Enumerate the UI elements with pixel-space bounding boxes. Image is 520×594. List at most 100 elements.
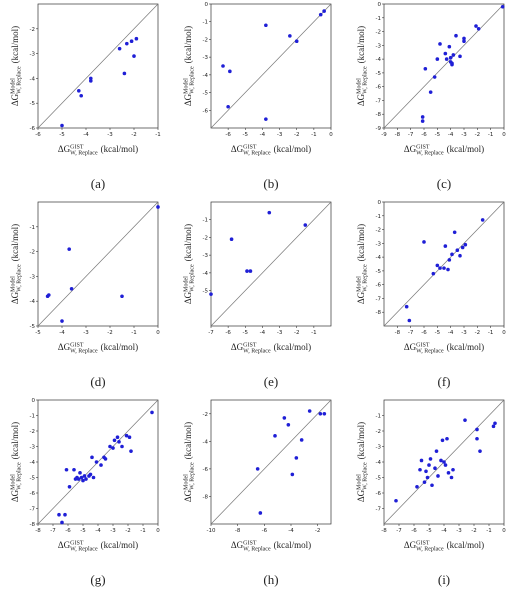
y-tick-label: -2 [203,235,208,241]
y-tick-label: 0 [205,2,209,8]
y-tick-label: -4 [30,460,36,466]
plot-frame [210,201,332,327]
label-sub: W, Replace [70,547,98,553]
point [318,12,323,17]
point [134,36,139,41]
point [500,4,505,9]
point [458,253,462,258]
x-tick-label: -4 [83,132,89,138]
point [248,269,253,273]
label-sup: GIST [416,541,430,547]
point [273,434,277,438]
point [444,57,449,61]
x-tick-label: -1 [311,132,316,138]
x-tick-label: -3 [456,528,462,534]
point [432,75,437,79]
point [307,409,312,413]
label-sup: Model [357,474,363,490]
point [57,512,61,517]
label-symbol: ΔG [404,342,417,352]
x-tick-label: -6 [411,528,417,534]
label-symbol: ΔG [58,144,71,154]
point [462,39,466,43]
label-symbol: ΔG [404,144,417,154]
point [435,57,440,61]
x-tick-label: -3 [83,330,89,336]
y-tick-label: -2 [203,37,208,43]
axis-label: ΔGGIST W, Replace (kcal/mol) [231,342,311,355]
x-tick-label: 0 [329,132,333,138]
point [63,512,67,517]
y-tick-label: -5 [203,289,209,295]
point [422,240,426,244]
point [258,511,263,515]
point [450,61,454,66]
point [264,117,268,121]
point [112,438,117,443]
point [443,51,448,56]
point [72,467,76,472]
identity-line [37,201,159,327]
point [132,54,136,58]
point [438,266,442,270]
point [129,449,133,453]
point [431,271,436,276]
label-sub: W, Replace [190,462,196,490]
label-unit: (kcal/mol) [447,342,485,352]
label-unit: (kcal/mol) [183,422,193,460]
x-tick-label: -5 [426,528,432,534]
point [458,54,462,59]
point [120,294,124,299]
label-sub: W, Replace [416,151,444,157]
label-sup: Model [11,78,17,94]
x-tick-label: -8 [395,330,401,336]
point [91,475,96,480]
x-tick-label: -5 [80,528,86,534]
identity-line [37,3,159,129]
y-tick-label: 0 [378,2,382,8]
x-tick-label: -2 [294,132,299,138]
x-tick-label: -2 [315,528,320,534]
point [122,71,127,76]
x-tick-label: -6 [225,330,231,336]
label-sub: W, Replace [416,349,444,355]
point [245,269,249,273]
point [120,444,124,449]
point [448,55,453,60]
label-symbol: ΔG [58,342,71,352]
point [419,458,424,463]
point [290,472,295,477]
x-tick-label: -6 [262,528,268,534]
y-tick-label: -4 [376,255,382,261]
label-unit: (kcal/mol) [274,144,312,154]
point [94,460,99,464]
label-unit: (kcal/mol) [274,540,312,550]
y-tick-label: -4 [203,439,209,445]
label-sub: W, Replace [190,264,196,292]
point [475,436,479,441]
point [428,90,433,94]
x-tick-label: -2 [125,528,130,534]
point [115,435,120,440]
axis-label: ΔGModelW, Replace (kcal/mol) [183,224,196,304]
point [156,205,160,209]
point [73,477,78,481]
label-sub: W, Replace [17,264,23,292]
label-sub: W, Replace [17,462,23,490]
x-tick-label: -7 [408,330,414,336]
point [60,123,64,128]
point [67,247,71,251]
point [422,480,427,484]
point [108,444,112,449]
point [442,460,446,464]
point [450,252,454,257]
y-tick-label: -3 [376,241,382,247]
label-sub: W, Replace [363,66,369,94]
point [442,266,446,270]
label-symbol: ΔG [58,540,71,550]
x-tick-label: -8 [395,132,401,138]
x-tick-label: -3 [277,132,283,138]
x-tick-label: -7 [408,132,414,138]
point [443,244,448,248]
